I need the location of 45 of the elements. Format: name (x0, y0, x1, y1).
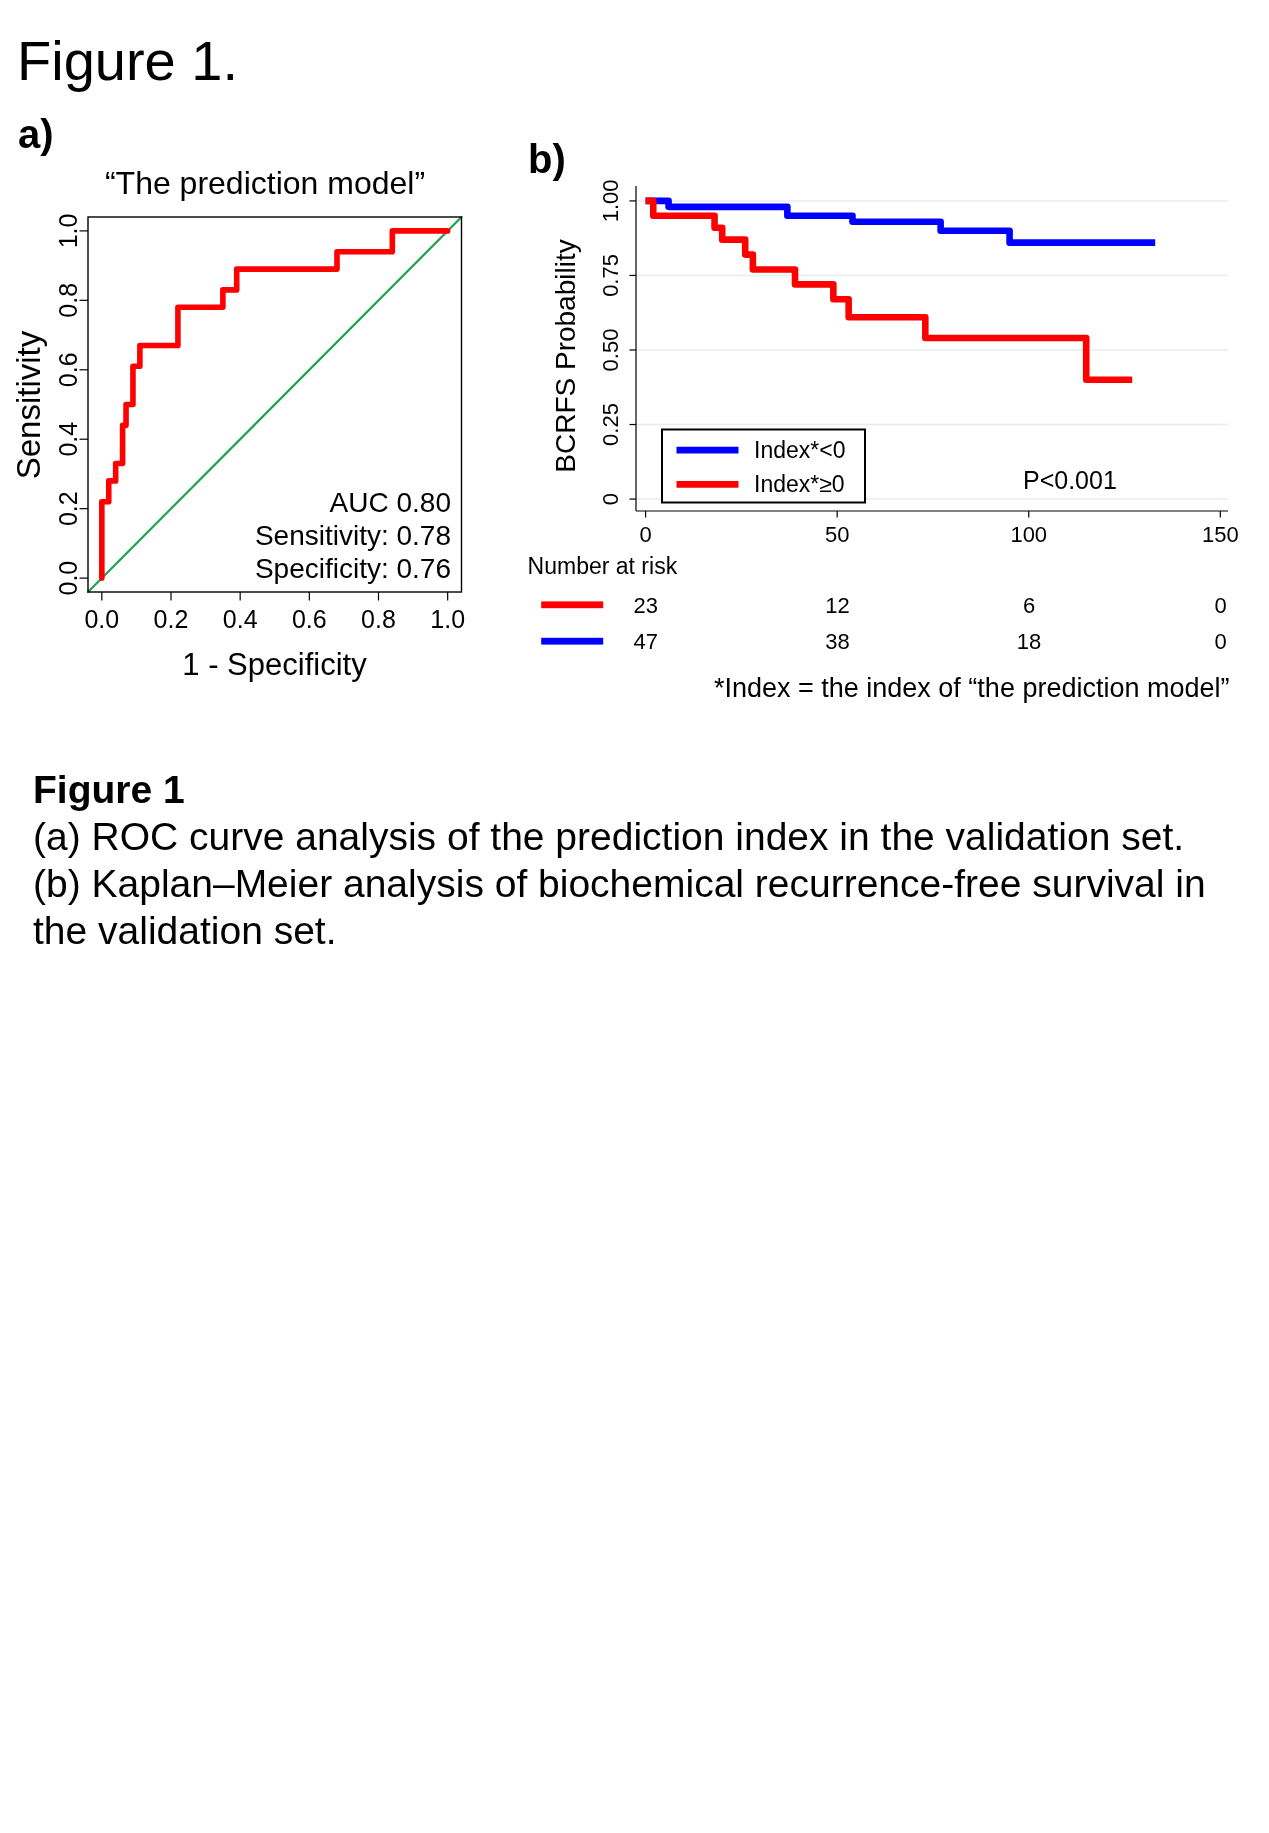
text: 6 (1022, 593, 1036, 618)
x-tick-label: 0.2 (153, 605, 189, 633)
y-tick-label: 0.75 (598, 254, 624, 297)
x-tick-label: 0 (639, 521, 652, 547)
y-tick-label: 1.00 (598, 179, 624, 223)
text: (b) Kaplan–Meier analysis of biochemical recurrence-free survival in the validation set. (33, 862, 1206, 952)
text: Number at risk (527, 553, 678, 580)
legend-label: Index*<0 (754, 437, 846, 464)
y-tick-label: 0.6 (54, 352, 82, 388)
annotation: Specificity: 0.76 (254, 553, 451, 584)
x-axis-title: 1 - Specificity (182, 647, 368, 682)
y-tick-label: 0.25 (598, 403, 624, 446)
y-axis-title: Sensitivity (10, 330, 47, 480)
chart-title: “The prediction model” (104, 164, 426, 201)
text: 0 (1214, 629, 1227, 655)
y-tick-label: 0.4 (54, 421, 82, 457)
x-tick-label: 150 (1201, 521, 1239, 547)
annotation: AUC 0.80 (329, 486, 451, 518)
text: 18 (1016, 629, 1042, 655)
annotation: P<0.001 (1023, 465, 1117, 494)
x-tick-label: 0.4 (222, 605, 258, 633)
text: b) (528, 136, 566, 181)
x-tick-label: 1.0 (430, 605, 466, 633)
x-tick-label: 0.8 (361, 605, 396, 633)
y-tick-label: 0.8 (54, 282, 82, 318)
text: 38 (825, 629, 850, 655)
y-axis-title: BCRFS Probability (550, 239, 581, 473)
caption: Figure 1. (17, 28, 238, 92)
y-tick-label: 0.0 (54, 560, 82, 596)
x-tick-label: 100 (1010, 521, 1048, 547)
y-tick-label: 0 (598, 492, 624, 506)
y-tick-label: 1.0 (54, 213, 82, 249)
text: 23 (633, 593, 659, 618)
x-tick-label: 0.0 (84, 605, 120, 633)
text: *Index = the index of “the prediction model” (713, 673, 1230, 703)
annotation: Sensitivity: 0.78 (254, 520, 451, 551)
text: 12 (825, 593, 850, 618)
x-tick-label: 0.6 (291, 605, 327, 633)
text: (a) ROC curve analysis of the prediction index in the validation set. (33, 815, 1185, 858)
x-tick-label: 50 (824, 521, 850, 547)
y-tick-label: 0.50 (598, 328, 624, 372)
text: 47 (633, 629, 659, 655)
legend-label: Index*≥0 (754, 471, 845, 498)
caption: Figure 1 (33, 768, 185, 811)
text: a) (18, 112, 54, 156)
